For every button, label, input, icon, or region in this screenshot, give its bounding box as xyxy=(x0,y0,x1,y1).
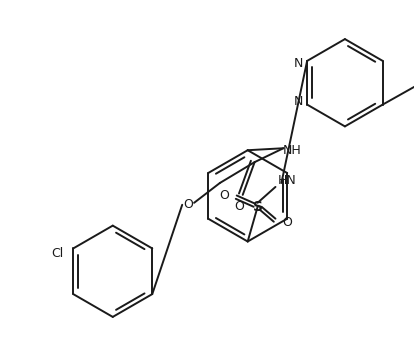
Text: S: S xyxy=(253,200,262,214)
Text: O: O xyxy=(282,216,292,229)
Text: HN: HN xyxy=(278,174,297,188)
Text: N: N xyxy=(294,95,303,108)
Text: O: O xyxy=(183,198,193,211)
Text: NH: NH xyxy=(283,144,302,157)
Text: Cl: Cl xyxy=(51,247,64,260)
Text: O: O xyxy=(219,189,229,202)
Text: O: O xyxy=(234,200,244,213)
Text: N: N xyxy=(294,57,303,70)
